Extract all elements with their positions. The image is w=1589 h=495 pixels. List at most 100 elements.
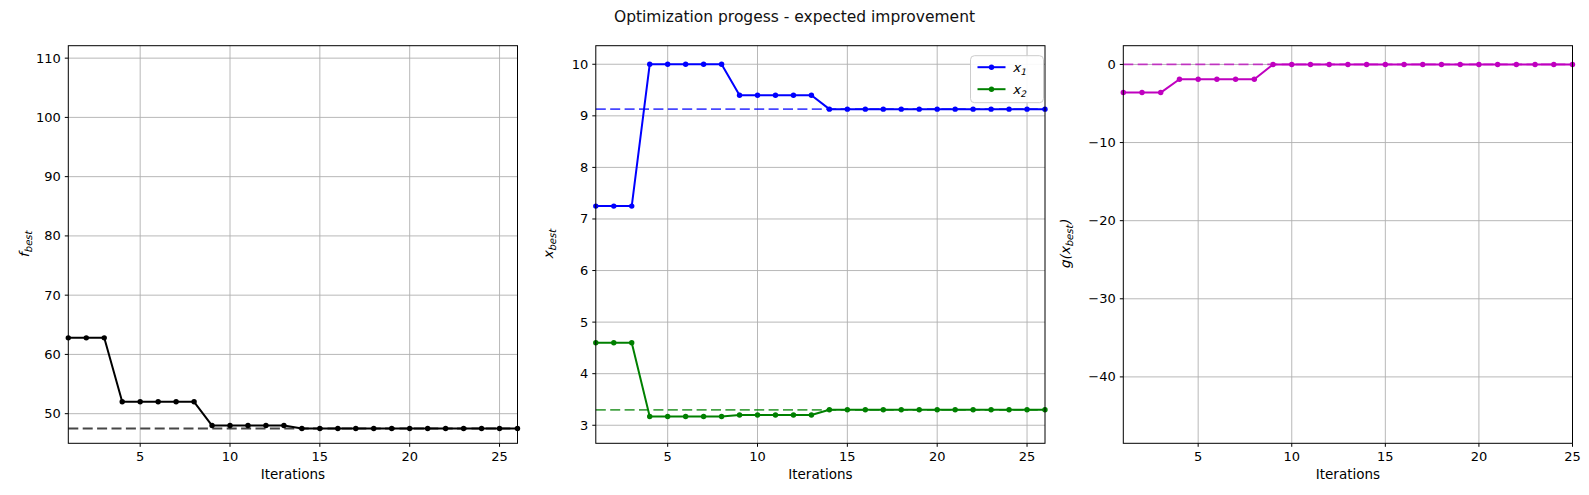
data-point	[809, 412, 814, 417]
data-point	[443, 426, 448, 431]
data-point	[263, 423, 268, 428]
figure: Optimization progess - expected improvem…	[0, 0, 1589, 495]
data-point	[845, 106, 850, 111]
y-tick-label: 100	[36, 110, 61, 125]
data-point	[137, 399, 142, 404]
series-line-x2	[596, 343, 1045, 417]
x-tick-label: 25	[1564, 449, 1581, 464]
data-point	[988, 407, 993, 412]
y-tick-label: −10	[1088, 135, 1115, 150]
data-point	[281, 423, 286, 428]
data-point	[335, 426, 340, 431]
x-tick-label: 20	[929, 449, 946, 464]
data-point	[827, 407, 832, 412]
legend-sample-marker	[989, 65, 994, 70]
data-point	[1532, 62, 1537, 67]
axes-spines	[1123, 46, 1572, 444]
gridlines	[596, 46, 1045, 444]
data-point	[461, 426, 466, 431]
y-tick-label: 9	[580, 108, 588, 123]
y-tick-label: 3	[580, 418, 588, 433]
data-point	[209, 423, 214, 428]
data-point	[647, 414, 652, 419]
x-tick-label: 10	[749, 449, 766, 464]
x-tick-label: 25	[491, 449, 508, 464]
data-point	[988, 106, 993, 111]
data-point	[1006, 106, 1011, 111]
data-point	[1195, 77, 1200, 82]
data-point	[665, 414, 670, 419]
y-tick-label: −30	[1088, 291, 1115, 306]
y-axis: 0−10−20−30−40	[1088, 57, 1123, 384]
data-point	[1233, 77, 1238, 82]
x-axis: 510152025	[1194, 443, 1581, 464]
x-tick-label: 5	[136, 449, 144, 464]
data-point	[407, 426, 412, 431]
data-point	[611, 340, 616, 345]
data-point	[791, 412, 796, 417]
data-point	[1158, 90, 1163, 95]
data-point	[1420, 62, 1425, 67]
y-axis: 345678910	[572, 57, 596, 433]
data-point	[1476, 62, 1481, 67]
x-tick-label: 5	[1194, 449, 1202, 464]
data-point	[611, 203, 616, 208]
data-point	[1139, 90, 1144, 95]
subplot-2: 5101520250−10−20−30−40Iterationsg(xbest)	[1057, 46, 1580, 483]
data-point	[479, 426, 484, 431]
y-tick-label: 7	[580, 211, 588, 226]
gridlines	[68, 46, 517, 444]
data-point	[1326, 62, 1331, 67]
axes-spines	[596, 46, 1045, 444]
data-point	[389, 426, 394, 431]
data-point	[1024, 407, 1029, 412]
gridlines	[1123, 46, 1572, 444]
y-axis-label: fbest	[16, 229, 34, 257]
data-point	[1401, 62, 1406, 67]
y-tick-label: 110	[36, 51, 61, 66]
y-tick-label: 6	[580, 263, 588, 278]
data-point	[1345, 62, 1350, 67]
subplot-1: 510152025345678910Iterationsxbestx1x2	[540, 46, 1048, 483]
data-point	[425, 426, 430, 431]
data-point	[881, 106, 886, 111]
data-point	[629, 203, 634, 208]
data-point	[120, 399, 125, 404]
legend-box	[971, 56, 1044, 103]
data-point	[1024, 106, 1029, 111]
x-axis-label: Iterations	[261, 466, 325, 482]
data-point	[952, 407, 957, 412]
data-point	[173, 399, 178, 404]
y-tick-label: −20	[1088, 213, 1115, 228]
data-point	[102, 335, 107, 340]
data-point	[773, 93, 778, 98]
data-point	[809, 93, 814, 98]
data-point	[1364, 62, 1369, 67]
subplot-0: 5101520255060708090100110Iterationsfbest	[16, 46, 520, 483]
data-point	[701, 62, 706, 67]
data-point	[719, 414, 724, 419]
data-point	[845, 407, 850, 412]
data-point	[155, 399, 160, 404]
data-point	[317, 426, 322, 431]
x-tick-label: 15	[1377, 449, 1394, 464]
x-tick-label: 10	[1283, 449, 1300, 464]
series-line-g_xbest	[1123, 64, 1572, 92]
data-point	[647, 62, 652, 67]
legend: x1x2	[971, 56, 1044, 103]
data-point	[353, 426, 358, 431]
data-point	[1551, 62, 1556, 67]
data-point	[1252, 77, 1257, 82]
series-markers-x2	[593, 340, 1048, 419]
data-point	[299, 426, 304, 431]
data-point	[934, 106, 939, 111]
legend-sample-marker	[989, 87, 994, 92]
x-tick-label: 15	[312, 449, 329, 464]
data-point	[970, 407, 975, 412]
data-point	[1514, 62, 1519, 67]
data-point	[737, 412, 742, 417]
data-point	[1383, 62, 1388, 67]
data-point	[701, 414, 706, 419]
y-tick-label: 70	[44, 288, 61, 303]
data-point	[863, 106, 868, 111]
